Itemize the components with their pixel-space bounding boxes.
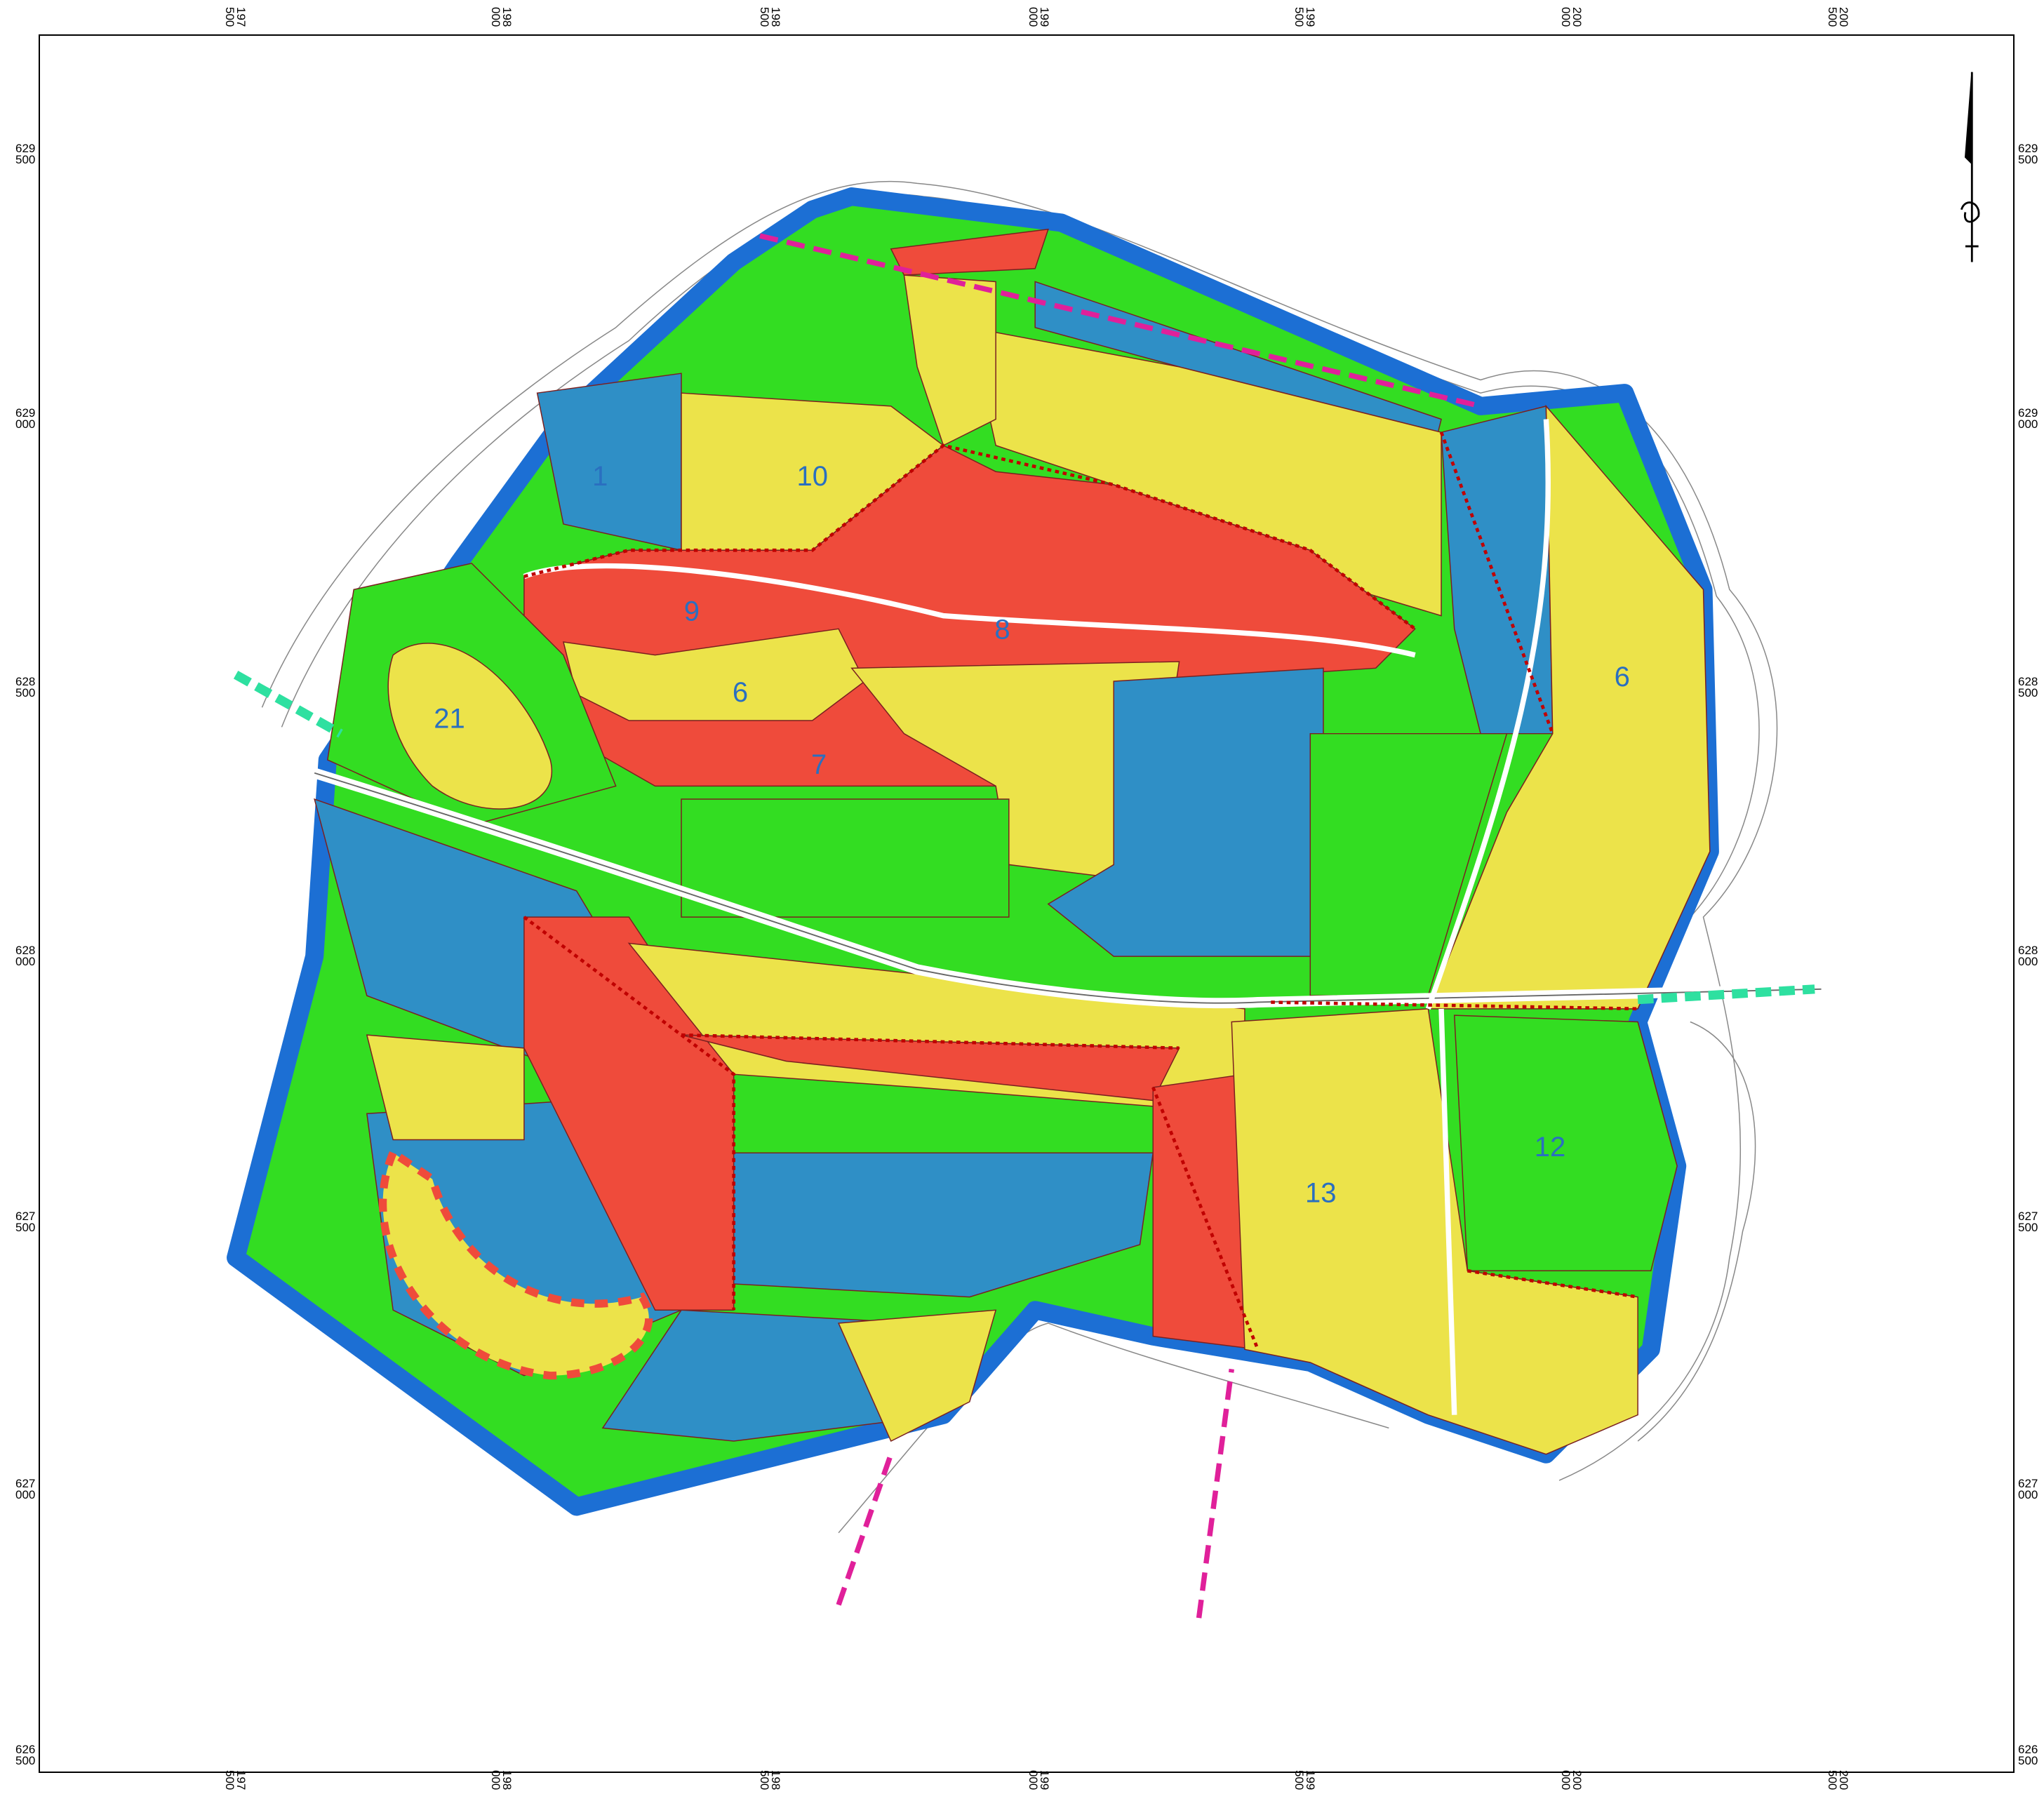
zone-number: 1 xyxy=(592,461,608,492)
left-y-label: 000 xyxy=(15,955,35,968)
grid-label-line: 200 xyxy=(1837,7,1850,27)
roads xyxy=(523,419,1551,1415)
tunnel-line xyxy=(233,670,1815,1005)
left-y-label: 627 xyxy=(15,1210,35,1223)
zone-number: 9 xyxy=(684,596,700,627)
right-y-label: 500 xyxy=(2018,686,2038,699)
left-y-label: 500 xyxy=(15,1221,35,1234)
zone-number: 21 xyxy=(434,704,465,735)
grid-label-line: 198 xyxy=(500,1770,514,1790)
right-y-label: 629 xyxy=(2018,142,2038,155)
grid-label-line: 500 xyxy=(1826,1770,1839,1790)
zoning xyxy=(314,228,1711,1455)
grid-label-line: 500 xyxy=(1292,7,1306,27)
zone-number: 13 xyxy=(1305,1178,1337,1209)
left-y-label: 500 xyxy=(15,153,35,166)
map-body xyxy=(227,72,1980,1619)
right-y-label: 500 xyxy=(2018,1221,2038,1234)
grid-label-line: 198 xyxy=(500,7,514,27)
zone-number: 8 xyxy=(994,615,1010,645)
left-y-label: 500 xyxy=(15,1754,35,1767)
right-y-label: 629 xyxy=(2018,406,2038,420)
grid-label-line: 197 xyxy=(234,7,248,27)
grid-label-line: 000 xyxy=(1027,7,1040,27)
grid-label-line: 199 xyxy=(1038,1770,1051,1790)
grid-label-line: 000 xyxy=(1559,7,1572,27)
right-y-label: 500 xyxy=(2018,153,2038,166)
zone-boundaries xyxy=(523,431,1638,1351)
left-y-label: 000 xyxy=(15,417,35,431)
right-y-label: 000 xyxy=(2018,417,2038,431)
left-y-label: 628 xyxy=(15,675,35,688)
right-y-label: 000 xyxy=(2018,955,2038,968)
right-y-label: 628 xyxy=(2018,675,2038,688)
rail-line xyxy=(759,233,1481,1619)
grid-label-line: 500 xyxy=(223,1770,236,1790)
zone-number: 6 xyxy=(733,677,748,708)
grid-label-line: 500 xyxy=(758,7,771,27)
right-y-label: 628 xyxy=(2018,944,2038,957)
grid-label-line: 198 xyxy=(769,1770,782,1790)
grid-label-line: 200 xyxy=(1837,1770,1850,1790)
grid-label-line: 200 xyxy=(1570,7,1584,27)
grid-label-line: 200 xyxy=(1570,1770,1584,1790)
grid-label-line: 198 xyxy=(769,7,782,27)
grid-label-line: 199 xyxy=(1304,7,1317,27)
zone-number: 7 xyxy=(811,749,827,780)
grid-label-line: 500 xyxy=(1292,1770,1306,1790)
zone-number: 6 xyxy=(1615,662,1630,692)
left-y-label: 629 xyxy=(15,406,35,420)
grid-label-line: 000 xyxy=(1559,1770,1572,1790)
north-symbol xyxy=(1960,72,1980,262)
left-y-label: 000 xyxy=(15,1488,35,1501)
grid-label-line: 500 xyxy=(223,7,236,27)
grid-label-line: 197 xyxy=(234,1770,248,1790)
hatched-zone xyxy=(379,1146,653,1380)
zone-number: 12 xyxy=(1535,1132,1566,1163)
right-y-label: 627 xyxy=(2018,1210,2038,1223)
main-road-edge xyxy=(314,772,1822,1004)
grid-label-line: 199 xyxy=(1038,7,1051,27)
right-y-label: 627 xyxy=(2018,1477,2038,1490)
right-y-label: 000 xyxy=(2018,1488,2038,1501)
left-y-label: 626 xyxy=(15,1743,35,1756)
labels: 1975001975001980001980001985001985001990… xyxy=(15,7,2038,1790)
left-y-label: 628 xyxy=(15,944,35,957)
left-y-label: 627 xyxy=(15,1477,35,1490)
grid-label-line: 500 xyxy=(758,1770,771,1790)
right-y-label: 500 xyxy=(2018,1754,2038,1767)
grid-label-line: 000 xyxy=(489,1770,502,1790)
grid-label-line: 199 xyxy=(1304,1770,1317,1790)
zone-number: 10 xyxy=(796,461,828,492)
left-y-label: 500 xyxy=(15,686,35,699)
grid-label-line: 000 xyxy=(1027,1770,1040,1790)
grid-label-line: 500 xyxy=(1826,7,1839,27)
left-y-label: 629 xyxy=(15,142,35,155)
grid-label-line: 000 xyxy=(489,7,502,27)
right-y-label: 626 xyxy=(2018,1743,2038,1756)
